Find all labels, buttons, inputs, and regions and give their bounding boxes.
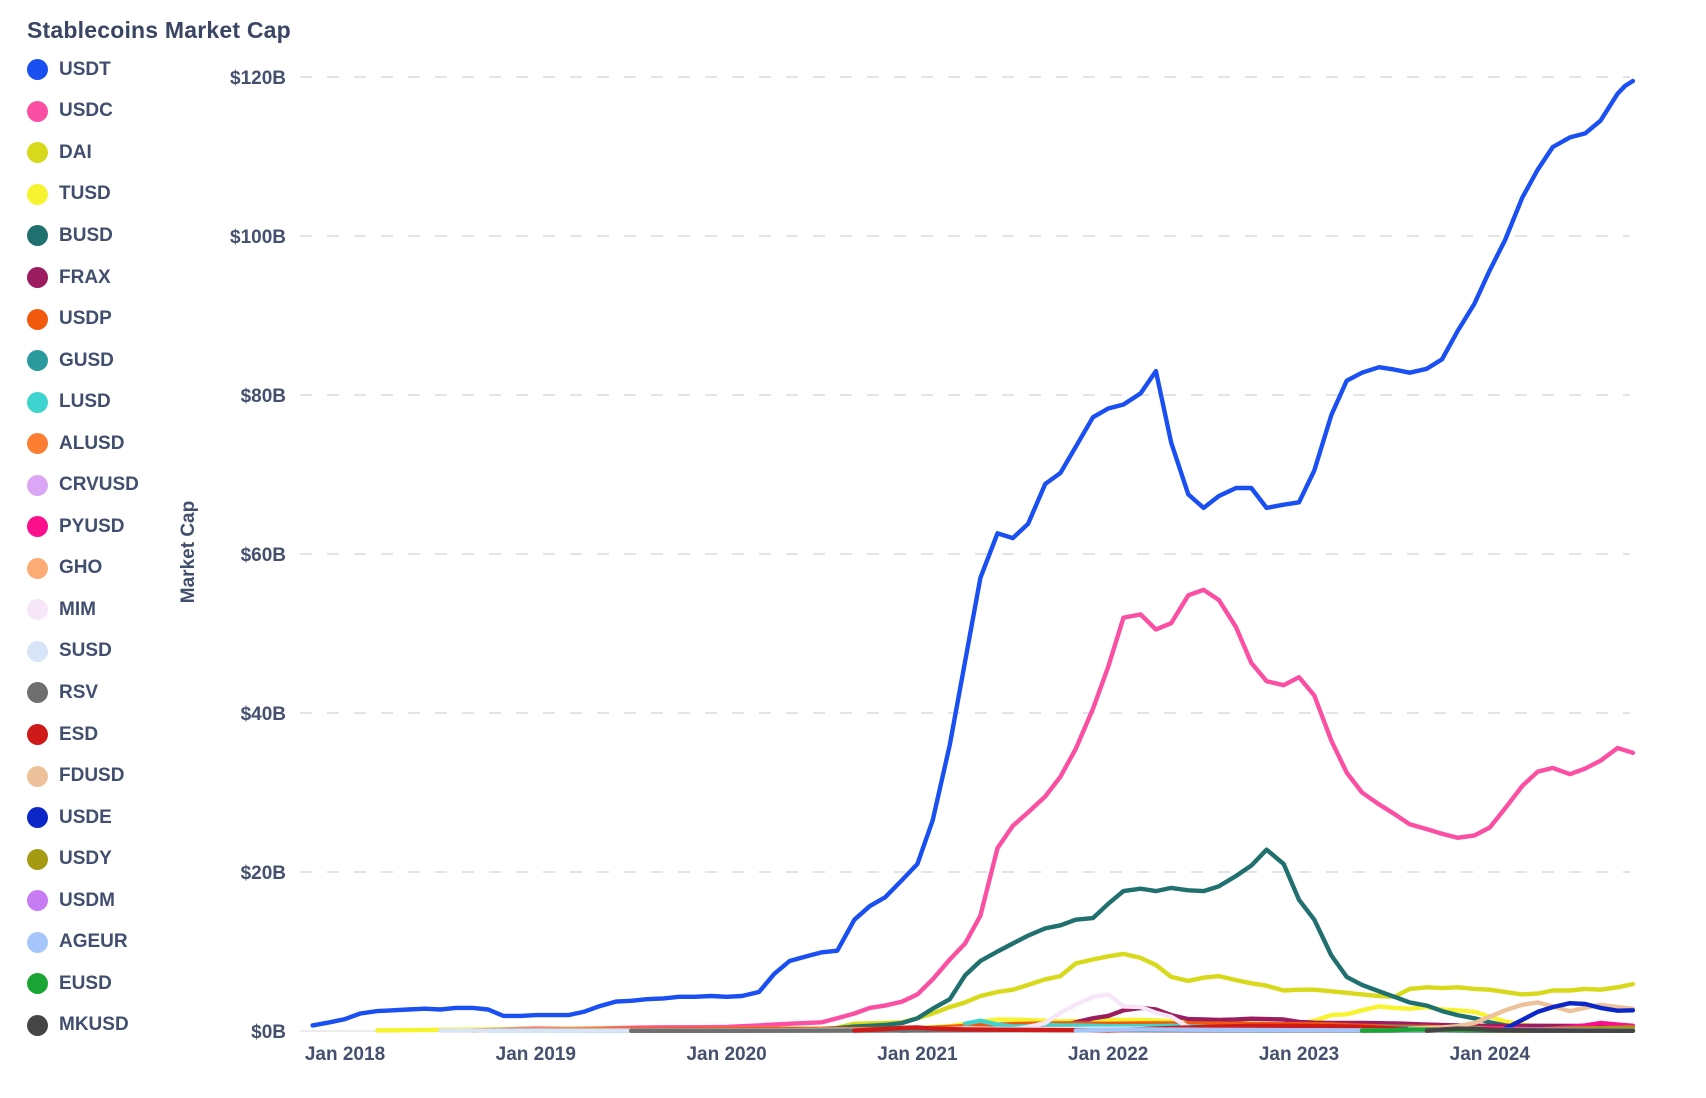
legend-item-alusd[interactable]: ALUSD [27, 423, 139, 465]
legend-label-esd: ESD [59, 723, 99, 745]
legend-label-rsv: RSV [59, 681, 99, 703]
x-tick-label-jan-2023: Jan 2023 [1259, 1044, 1339, 1065]
legend-label-usdy: USDY [59, 848, 112, 870]
y-tick-label-60: $60B [241, 545, 286, 566]
legend-swatch-eusd-icon [27, 973, 48, 995]
legend-item-usdy[interactable]: USDY [27, 838, 139, 880]
legend-label-susd: SUSD [59, 640, 112, 662]
chart-legend: USDT USDC DAI TUSD BUSD FRAX USDP GUSD LUSD ALUSD… [27, 49, 139, 1046]
legend-swatch-alusd-icon [27, 433, 48, 455]
y-tick-label-0: $0B [251, 1022, 286, 1043]
legend-swatch-ageur-icon [27, 931, 48, 953]
legend-swatch-mim-icon [27, 599, 48, 621]
legend-label-mkusd: MKUSD [59, 1014, 129, 1036]
legend-label-fdusd: FDUSD [59, 765, 125, 787]
x-tick-label-jan-2024: Jan 2024 [1450, 1044, 1531, 1065]
legend-label-usdm: USDM [59, 889, 115, 911]
legend-swatch-usdm-icon [27, 890, 48, 912]
legend-item-mim[interactable]: MIM [27, 589, 139, 631]
legend-swatch-usde-icon [27, 807, 48, 829]
legend-swatch-fdusd-icon [27, 765, 48, 787]
legend-label-alusd: ALUSD [59, 432, 125, 454]
legend-label-ageur: AGEUR [59, 931, 128, 953]
legend-item-mkusd[interactable]: MKUSD [27, 1005, 139, 1047]
legend-label-tusd: TUSD [59, 183, 111, 205]
legend-item-pyusd[interactable]: PYUSD [27, 506, 139, 548]
legend-item-crvusd[interactable]: CRVUSD [27, 464, 139, 506]
legend-item-usdc[interactable]: USDC [27, 91, 139, 133]
legend-label-usde: USDE [59, 806, 112, 828]
legend-label-frax: FRAX [59, 266, 111, 288]
y-tick-label-120: $120B [230, 68, 286, 89]
legend-label-usdc: USDC [59, 100, 113, 122]
legend-item-rsv[interactable]: RSV [27, 672, 139, 714]
legend-swatch-usdp-icon [27, 308, 48, 330]
legend-item-frax[interactable]: FRAX [27, 257, 139, 299]
y-tick-label-100: $100B [230, 227, 286, 248]
legend-label-dai: DAI [59, 141, 92, 163]
legend-item-eusd[interactable]: EUSD [27, 963, 139, 1005]
series-line-busd [676, 847, 1636, 1033]
legend-swatch-frax-icon [27, 267, 48, 288]
legend-label-busd: BUSD [59, 224, 113, 246]
legend-swatch-usdt-icon [27, 59, 48, 81]
legend-label-lusd: LUSD [59, 391, 111, 413]
legend-label-gusd: GUSD [59, 349, 114, 371]
legend-item-usde[interactable]: USDE [27, 797, 139, 839]
legend-swatch-gho-icon [27, 557, 48, 579]
legend-swatch-usdc-icon [27, 100, 48, 122]
legend-item-busd[interactable]: BUSD [27, 215, 139, 257]
legend-item-gho[interactable]: GHO [27, 548, 139, 590]
series-line-usdc [485, 587, 1636, 1033]
legend-label-gho: GHO [59, 557, 103, 579]
legend-swatch-rsv-icon [27, 682, 48, 704]
legend-item-usdm[interactable]: USDM [27, 880, 139, 922]
legend-swatch-busd-icon [27, 225, 48, 247]
legend-label-crvusd: CRVUSD [59, 474, 139, 496]
legend-label-mim: MIM [59, 598, 96, 620]
legend-item-esd[interactable]: ESD [27, 714, 139, 756]
legend-item-usdp[interactable]: USDP [27, 298, 139, 340]
legend-item-ageur[interactable]: AGEUR [27, 921, 139, 963]
legend-label-pyusd: PYUSD [59, 515, 125, 537]
x-tick-label-jan-2019: Jan 2019 [496, 1044, 576, 1065]
y-tick-label-20: $20B [241, 863, 286, 884]
legend-label-usdt: USDT [59, 58, 111, 80]
x-tick-label-jan-2020: Jan 2020 [686, 1044, 766, 1065]
series-line-usde [1502, 1001, 1636, 1031]
legend-item-dai[interactable]: DAI [27, 132, 139, 174]
legend-swatch-esd-icon [27, 724, 48, 746]
legend-swatch-gusd-icon [27, 350, 48, 372]
legend-swatch-crvusd-icon [27, 474, 48, 496]
series-line-usdt [310, 78, 1636, 1028]
legend-swatch-dai-icon [27, 142, 48, 164]
series-line-mkusd [1424, 1026, 1636, 1034]
y-tick-label-40: $40B [241, 704, 286, 725]
legend-swatch-pyusd-icon [27, 516, 48, 538]
chart-title: Stablecoins Market Cap [27, 17, 291, 43]
legend-swatch-tusd-icon [27, 183, 48, 205]
legend-swatch-susd-icon [27, 640, 48, 662]
legend-swatch-mkusd-icon [27, 1014, 48, 1036]
legend-item-usdt[interactable]: USDT [27, 49, 139, 91]
y-axis-title: Market Cap [178, 500, 199, 604]
legend-item-susd[interactable]: SUSD [27, 631, 139, 673]
y-tick-label-80: $80B [241, 386, 286, 407]
legend-item-tusd[interactable]: TUSD [27, 174, 139, 216]
legend-swatch-lusd-icon [27, 391, 48, 413]
legend-label-usdp: USDP [59, 308, 112, 330]
x-tick-label-jan-2022: Jan 2022 [1068, 1044, 1148, 1065]
x-tick-label-jan-2021: Jan 2021 [877, 1044, 958, 1065]
legend-label-eusd: EUSD [59, 972, 112, 994]
x-tick-label-jan-2018: Jan 2018 [305, 1044, 385, 1065]
legend-item-fdusd[interactable]: FDUSD [27, 755, 139, 797]
legend-swatch-usdy-icon [27, 848, 48, 870]
legend-item-lusd[interactable]: LUSD [27, 381, 139, 423]
legend-item-gusd[interactable]: GUSD [27, 340, 139, 382]
